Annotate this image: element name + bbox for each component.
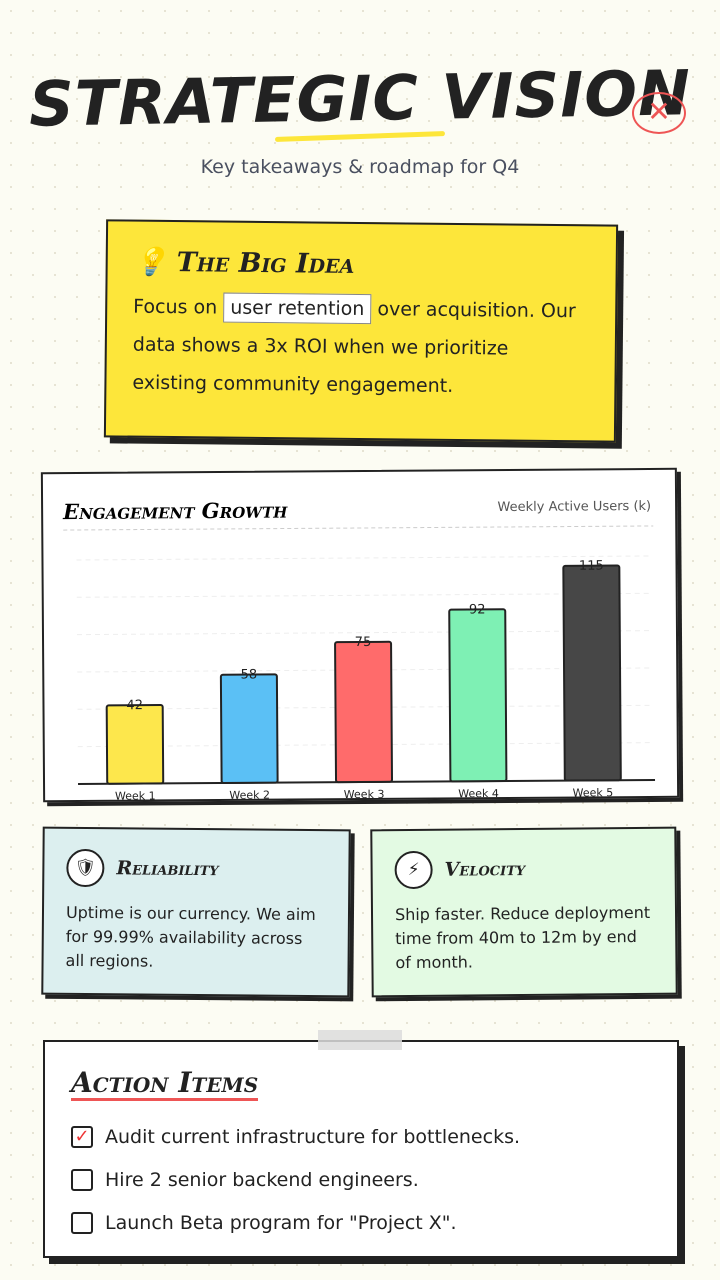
action-item: ✓ Audit current infrastructure for bottle… [71,1115,651,1158]
action-item: Hire 2 senior backend engineers. [71,1158,651,1201]
tape [318,1030,402,1050]
chart: Engagement Growth Weekly Active Users (k… [62,497,656,803]
grid-line [76,555,649,561]
velocity-card: ⚡ Velocity Ship faster. Reduce deployment… [370,826,678,998]
value-label: 58 [241,667,258,682]
chart-title: Engagement Growth [62,497,288,524]
card-title: Velocity [444,857,526,881]
checkbox[interactable] [71,1211,93,1234]
value-label: 115 [579,559,604,574]
x-tick-label: Week 3 [344,788,385,800]
bar [448,608,508,783]
value-label: 92 [469,602,486,617]
chart-subtitle: Weekly Active Users (k) [497,499,651,515]
big-idea-card: 💡 The Big Idea Focus on user retention o… [103,219,619,443]
x-tick-label: Week 1 [115,789,156,800]
bolt-icon: ⚡ [394,850,433,890]
value-label: 75 [355,635,372,650]
page-subtitle: Key takeaways & roadmap for Q4 [200,156,520,178]
text: Focus on [133,295,218,319]
checkbox[interactable]: ✓ [71,1125,93,1148]
shield-icon: 🛡 [66,848,105,888]
checkbox[interactable] [71,1168,93,1191]
action-text: Hire 2 senior backend engineers. [105,1168,419,1191]
reliability-card: 🛡 Reliability Uptime is our currency. We … [41,826,351,998]
page-title: STRATEGIC VISION [28,56,692,141]
x-tick-label: Week 4 [458,787,499,800]
card-text: Uptime is our currency. We aim for 99.99… [65,902,316,971]
chart-card: Engagement Growth Weekly Active Users (k… [40,467,680,803]
header-rule [63,525,654,531]
value-label: 42 [126,698,143,713]
card-text: Ship faster. Reduce deployment time from… [394,902,651,973]
x-tick-label: Week 2 [229,789,270,801]
big-idea-text: Focus on user retention over acquisition… [132,288,589,407]
action-list: ✓ Audit current infrastructure for bottle… [71,1115,651,1244]
big-idea-heading: 💡 The Big Idea [134,246,590,283]
action-items-card: Action Items ✓ Audit current infrastructu… [43,1040,679,1258]
card-title: Reliability [116,857,219,881]
action-item: Launch Beta program for "Project X". [71,1201,651,1244]
action-items-title: Action Items [71,1066,259,1101]
x-tick-label: Week 5 [573,786,614,799]
highlight: user retention [223,292,372,325]
bar [562,564,622,782]
action-text: Launch Beta program for "Project X". [105,1211,457,1234]
bar [105,703,165,785]
action-text: Audit current infrastructure for bottlen… [105,1125,521,1148]
bar [334,640,394,784]
big-idea-title: The Big Idea [176,247,355,280]
bulb-icon: 💡 [133,246,177,279]
close-button[interactable]: ✕ [632,92,686,134]
bar [219,673,279,784]
